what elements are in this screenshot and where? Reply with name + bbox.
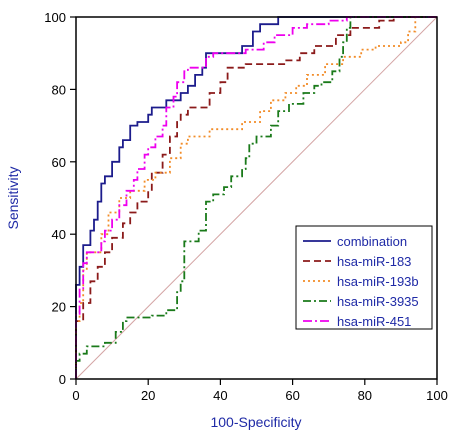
series-line-hsa-mir-451 bbox=[75, 16, 437, 379]
x-axis: 0 20 40 60 80 100 bbox=[72, 379, 448, 403]
y-axis-title: Sensitivity bbox=[5, 166, 21, 229]
legend-label-combination: combination bbox=[337, 234, 407, 249]
plot-frame bbox=[75, 16, 438, 380]
x-axis-title: 100-Specificity bbox=[210, 414, 301, 430]
x-tick-label: 20 bbox=[141, 388, 155, 403]
series-line-hsa-mir-193b bbox=[75, 16, 437, 379]
series-line-hsa-mir-3935 bbox=[75, 16, 437, 379]
series-layer bbox=[75, 16, 437, 379]
x-tick-label: 60 bbox=[285, 388, 299, 403]
x-tick-label: 0 bbox=[72, 388, 79, 403]
y-tick-label: 60 bbox=[52, 155, 66, 170]
y-axis: 0 20 40 60 80 100 bbox=[44, 10, 76, 387]
legend-label-hsa-mir-451: hsa-miR-451 bbox=[337, 314, 411, 329]
legend: combination hsa-miR-183 hsa-miR-193b hsa-mi… bbox=[295, 225, 433, 330]
y-tick-label: 80 bbox=[52, 82, 66, 97]
legend-label-hsa-mir-193b: hsa-miR-193b bbox=[337, 274, 419, 289]
y-tick-label: 0 bbox=[59, 372, 66, 387]
reference-diagonal-line bbox=[75, 16, 438, 380]
reference-layer bbox=[75, 16, 438, 380]
legend-label-hsa-mir-3935: hsa-miR-3935 bbox=[337, 294, 419, 309]
series-line-hsa-mir-183 bbox=[75, 16, 437, 379]
y-tick-label: 40 bbox=[52, 227, 66, 242]
legend-label-hsa-mir-183: hsa-miR-183 bbox=[337, 254, 411, 269]
x-tick-label: 100 bbox=[426, 388, 448, 403]
y-tick-label: 100 bbox=[44, 10, 66, 25]
x-tick-label: 40 bbox=[213, 388, 227, 403]
y-tick-label: 20 bbox=[52, 300, 66, 315]
x-tick-label: 80 bbox=[358, 388, 372, 403]
legend-box bbox=[295, 225, 433, 330]
